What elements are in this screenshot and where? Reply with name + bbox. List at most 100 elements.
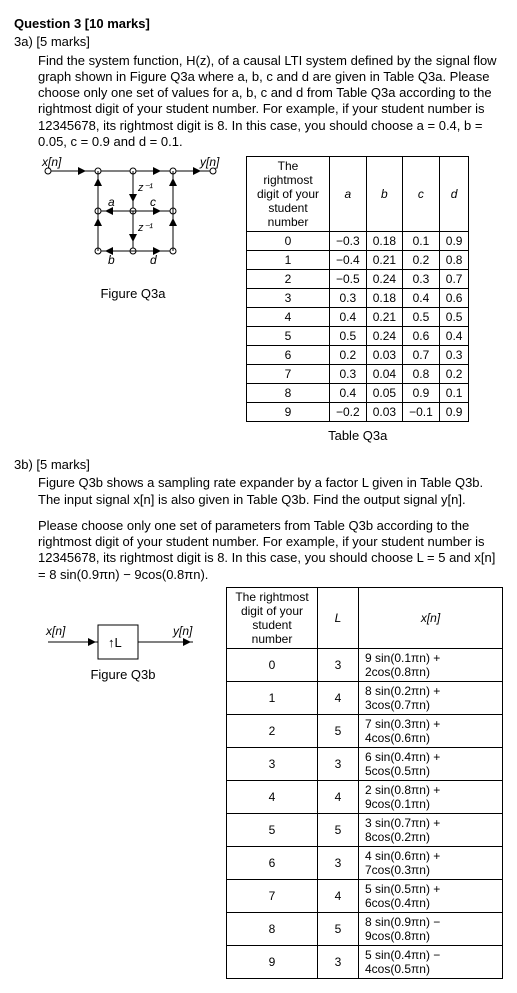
table-row: 634 sin(0.6πn) + 7cos(0.3πn)	[227, 846, 503, 879]
table-cell: 7 sin(0.3πn) + 4cos(0.6πn)	[359, 714, 503, 747]
th-digit: The rightmost digit of your student numb…	[247, 157, 330, 232]
table-cell: 0.2	[403, 251, 440, 270]
table-cell: 3	[318, 747, 359, 780]
table-cell: 5	[318, 714, 359, 747]
table-row: 30.30.180.40.6	[247, 289, 469, 308]
table-cell: 0.21	[366, 308, 402, 327]
table-row: 60.20.030.70.3	[247, 346, 469, 365]
part-a-title: 3a) [5 marks]	[14, 34, 503, 50]
table-cell: −0.2	[330, 403, 367, 422]
table-cell: 0.21	[366, 251, 402, 270]
table-cell: 4	[227, 780, 318, 813]
table-cell: 0.8	[403, 365, 440, 384]
table-row: 257 sin(0.3πn) + 4cos(0.6πn)	[227, 714, 503, 747]
table-cell: 5	[247, 327, 330, 346]
svg-text:b: b	[108, 253, 115, 267]
svg-text:d: d	[150, 253, 157, 267]
table-cell: 0.4	[439, 327, 469, 346]
table-cell: 0.2	[439, 365, 469, 384]
thb-L: L	[318, 587, 359, 648]
table-cell: 8 sin(0.2πn) + 3cos(0.7πn)	[359, 681, 503, 714]
table-cell: 0.9	[403, 384, 440, 403]
table-cell: 0.3	[330, 289, 367, 308]
table-cell: 2	[227, 714, 318, 747]
table-row: 148 sin(0.2πn) + 3cos(0.7πn)	[227, 681, 503, 714]
table-q3a-wrap: The rightmost digit of your student numb…	[246, 156, 469, 443]
table-cell: 1	[227, 681, 318, 714]
table-cell: 3 sin(0.7πn) + 8cos(0.2πn)	[359, 813, 503, 846]
part-b-title: 3b) [5 marks]	[14, 457, 503, 473]
svg-text:y[n]: y[n]	[199, 156, 220, 169]
table-cell: 6 sin(0.4πn) + 5cos(0.5πn)	[359, 747, 503, 780]
table-cell: −0.4	[330, 251, 367, 270]
th-a: a	[330, 157, 367, 232]
part-a-text: Find the system function, H(z), of a cau…	[38, 53, 503, 151]
table-cell: 8 sin(0.9πn) − 9cos(0.8πn)	[359, 912, 503, 945]
table-row: 039 sin(0.1πn) + 2cos(0.8πn)	[227, 648, 503, 681]
table-cell: 9 sin(0.1πn) + 2cos(0.8πn)	[359, 648, 503, 681]
table-row: 40.40.210.50.5	[247, 308, 469, 327]
table-q3a: The rightmost digit of your student numb…	[246, 156, 469, 422]
th-b: b	[366, 157, 402, 232]
table-cell: 4	[318, 780, 359, 813]
table-cell: 2	[247, 270, 330, 289]
table-cell: 3	[247, 289, 330, 308]
svg-text:z⁻¹: z⁻¹	[137, 182, 153, 194]
table-row: 745 sin(0.5πn) + 6cos(0.4πn)	[227, 879, 503, 912]
table-q3a-caption: Table Q3a	[246, 428, 469, 443]
svg-text:x[n]: x[n]	[41, 156, 62, 169]
figure-q3b: ↑L x[n] y[n] Figure Q3b	[38, 617, 208, 682]
table-q3b-wrap: The rightmost digit of your student numb…	[226, 587, 503, 979]
table-cell: 4	[318, 681, 359, 714]
table-cell: 0.18	[366, 232, 402, 251]
table-cell: −0.5	[330, 270, 367, 289]
table-cell: 9	[227, 945, 318, 978]
table-row: 70.30.040.80.2	[247, 365, 469, 384]
figure-q3a-caption: Figure Q3a	[38, 286, 228, 301]
table-cell: 0.9	[439, 403, 469, 422]
table-cell: 6	[247, 346, 330, 365]
table-cell: 0.7	[403, 346, 440, 365]
table-row: 9−0.20.03−0.10.9	[247, 403, 469, 422]
table-cell: 5 sin(0.5πn) + 6cos(0.4πn)	[359, 879, 503, 912]
table-cell: 0.4	[330, 384, 367, 403]
table-cell: −0.1	[403, 403, 440, 422]
question-title: Question 3 [10 marks]	[14, 16, 503, 32]
table-row: 858 sin(0.9πn) − 9cos(0.8πn)	[227, 912, 503, 945]
table-cell: 0.9	[439, 232, 469, 251]
table-row: 442 sin(0.8πn) + 9cos(0.1πn)	[227, 780, 503, 813]
part-b-text1: Figure Q3b shows a sampling rate expande…	[38, 475, 503, 508]
table-cell: 0.5	[403, 308, 440, 327]
table-cell: 4	[318, 879, 359, 912]
svg-text:↑L: ↑L	[108, 635, 122, 650]
th-d: d	[439, 157, 469, 232]
svg-text:y[n]: y[n]	[172, 624, 193, 638]
table-row: 80.40.050.90.1	[247, 384, 469, 403]
table-cell: 0.03	[366, 403, 402, 422]
table-cell: 0.7	[439, 270, 469, 289]
table-row: 336 sin(0.4πn) + 5cos(0.5πn)	[227, 747, 503, 780]
table-row: 0−0.30.180.10.9	[247, 232, 469, 251]
table-cell: 4 sin(0.6πn) + 7cos(0.3πn)	[359, 846, 503, 879]
table-cell: 4	[247, 308, 330, 327]
svg-text:c: c	[150, 195, 156, 209]
table-cell: 0.6	[403, 327, 440, 346]
table-cell: 2 sin(0.8πn) + 9cos(0.1πn)	[359, 780, 503, 813]
table-cell: 0.3	[439, 346, 469, 365]
table-cell: 0.8	[439, 251, 469, 270]
table-cell: 9	[247, 403, 330, 422]
table-cell: −0.3	[330, 232, 367, 251]
table-cell: 0.4	[330, 308, 367, 327]
table-cell: 0.4	[403, 289, 440, 308]
table-row: 935 sin(0.4πn) − 4cos(0.5πn)	[227, 945, 503, 978]
table-cell: 8	[247, 384, 330, 403]
table-row: 50.50.240.60.4	[247, 327, 469, 346]
table-cell: 3	[318, 648, 359, 681]
table-cell: 0.2	[330, 346, 367, 365]
table-cell: 0.3	[403, 270, 440, 289]
table-row: 553 sin(0.7πn) + 8cos(0.2πn)	[227, 813, 503, 846]
table-cell: 0.3	[330, 365, 367, 384]
table-cell: 0.04	[366, 365, 402, 384]
table-cell: 3	[318, 846, 359, 879]
table-cell: 0	[227, 648, 318, 681]
